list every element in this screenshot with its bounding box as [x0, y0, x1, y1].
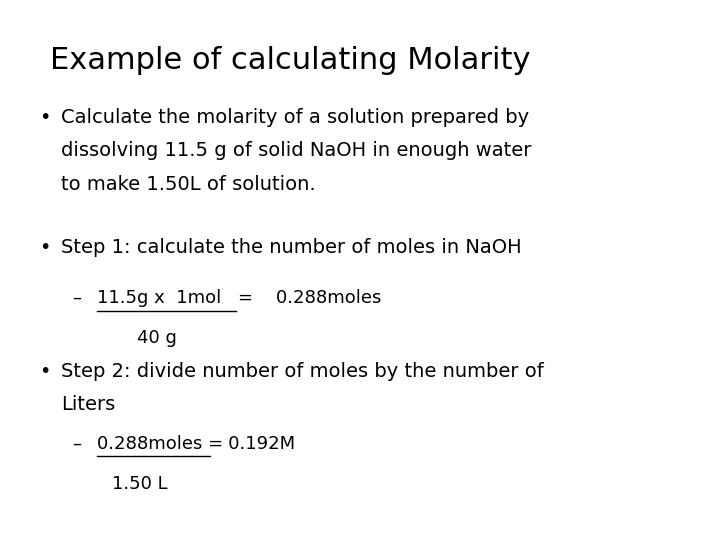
Text: 40 g: 40 g — [137, 329, 176, 347]
Text: Calculate the molarity of a solution prepared by: Calculate the molarity of a solution pre… — [61, 108, 529, 127]
Text: •: • — [40, 238, 51, 256]
Text: Liters: Liters — [61, 395, 115, 414]
Text: Step 1: calculate the number of moles in NaOH: Step 1: calculate the number of moles in… — [61, 238, 522, 256]
Text: 11.5g x  1mol: 11.5g x 1mol — [97, 289, 222, 307]
Text: 1.50 L: 1.50 L — [112, 475, 167, 493]
Text: =    0.288moles: = 0.288moles — [238, 289, 381, 307]
Text: •: • — [40, 362, 51, 381]
Text: –: – — [72, 289, 81, 307]
Text: 0.288moles =: 0.288moles = — [97, 435, 223, 453]
Text: •: • — [40, 108, 51, 127]
Text: –: – — [72, 435, 81, 453]
Text: 0.192M: 0.192M — [211, 435, 295, 453]
Text: to make 1.50L of solution.: to make 1.50L of solution. — [61, 175, 316, 194]
Text: Example of calculating Molarity: Example of calculating Molarity — [50, 46, 531, 75]
Text: Step 2: divide number of moles by the number of: Step 2: divide number of moles by the nu… — [61, 362, 544, 381]
Text: dissolving 11.5 g of solid NaOH in enough water: dissolving 11.5 g of solid NaOH in enoug… — [61, 141, 531, 160]
